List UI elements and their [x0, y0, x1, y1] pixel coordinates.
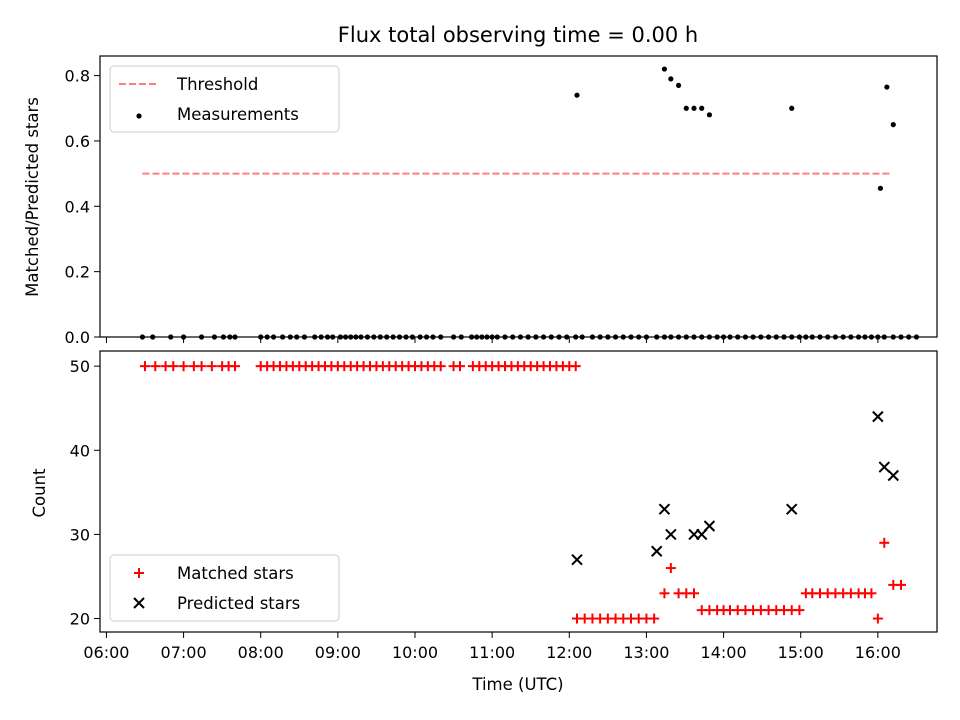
- predicted-star-point: [872, 410, 884, 423]
- matched-star-point: [570, 361, 581, 372]
- chart-title: Flux total observing time = 0.00 h: [338, 23, 698, 47]
- predicted-star-point: [786, 503, 798, 515]
- matched-star-point: [455, 361, 465, 372]
- measurement-point: [675, 82, 682, 89]
- measurement-point: [884, 84, 890, 90]
- measurements-legend-label: Measurements: [177, 105, 299, 124]
- x-tick-label: 11:00: [469, 643, 515, 662]
- threshold-legend-label: Threshold: [176, 75, 258, 94]
- bottom-plot-area: [140, 361, 906, 624]
- matched-star-point: [206, 361, 217, 372]
- matched-star-point: [435, 361, 446, 372]
- bottom-legend-box: [109, 554, 340, 622]
- top-y-tick-label: 0.0: [65, 328, 90, 347]
- matched-star-point: [665, 563, 676, 574]
- top-legend: Threshold Measurements: [109, 65, 340, 133]
- measurement-point: [668, 76, 674, 82]
- top-y-axis-label: Matched/Predicted stars: [23, 97, 42, 297]
- measurement-point: [691, 105, 697, 111]
- predicted-star-point: [651, 545, 663, 557]
- x-axis-label: Time (UTC): [471, 675, 563, 694]
- bottom-legend: Matched stars Predicted stars: [109, 554, 340, 622]
- x-tick-label: 14:00: [701, 643, 747, 662]
- x-tick-label: 07:00: [161, 643, 207, 662]
- bottom-x-ticks: 06:00 07:00 08:00 09:00 10:00 11:00 12:00 13:00…: [83, 632, 901, 662]
- matched-star-point: [140, 361, 150, 372]
- matched-star-point: [689, 588, 699, 599]
- bottom-y-ticks: 20 30 40 50: [70, 357, 100, 629]
- top-y-ticks: 0.0 0.2 0.4 0.6 0.8: [65, 67, 100, 347]
- measurement-point: [699, 105, 705, 111]
- matched-star-point: [879, 537, 890, 548]
- bottom-axes: Count Time (UTC) 20 30 40 50 06:00 07:00 08:0…: [30, 350, 938, 694]
- measurement-point: [890, 122, 896, 128]
- matched-star-point: [196, 361, 207, 372]
- predicted-star-point: [878, 461, 890, 473]
- matched-star-point: [178, 361, 189, 372]
- matched-star-point: [168, 361, 179, 372]
- matched-star-point: [230, 361, 240, 372]
- predicted-legend-label: Predicted stars: [177, 594, 300, 613]
- measurement-point: [574, 92, 580, 98]
- matched-star-point: [659, 588, 670, 599]
- matched-star-point: [872, 613, 883, 624]
- top-y-tick-label: 0.2: [65, 263, 90, 282]
- matched-star-point: [866, 588, 877, 599]
- matched-star-point: [649, 613, 660, 624]
- x-tick-label: 15:00: [778, 643, 824, 662]
- x-tick-label: 16:00: [855, 643, 901, 662]
- bottom-y-tick-label: 30: [70, 525, 90, 544]
- top-legend-box: [109, 65, 340, 133]
- measurement-point: [706, 112, 713, 118]
- measurement-point: [661, 66, 668, 72]
- top-y-tick-label: 0.6: [65, 132, 90, 151]
- bottom-y-tick-label: 50: [70, 357, 90, 376]
- matched-star-point: [150, 361, 161, 372]
- matched-legend-swatch: [134, 568, 144, 578]
- measurement-point: [789, 105, 795, 111]
- x-tick-label: 08:00: [238, 643, 284, 662]
- predicted-star-point: [665, 528, 677, 541]
- measurement-point: [877, 185, 884, 191]
- measurements-legend-swatch: [136, 113, 142, 119]
- predicted-star-point: [887, 469, 899, 482]
- top-axes-frame: [99, 55, 938, 338]
- bottom-y-axis-label: Count: [30, 468, 49, 518]
- measurement-point: [683, 105, 689, 111]
- bottom-y-tick-label: 40: [70, 441, 90, 460]
- bottom-y-tick-label: 20: [70, 610, 90, 629]
- predicted-legend-swatch: [133, 597, 145, 609]
- x-tick-label: 06:00: [83, 643, 129, 662]
- x-tick-label: 09:00: [315, 643, 361, 662]
- predicted-star-point: [703, 520, 716, 532]
- matched-legend-label: Matched stars: [177, 564, 294, 583]
- top-y-tick-label: 0.8: [65, 67, 90, 86]
- predicted-star-point: [571, 553, 583, 566]
- x-tick-label: 13:00: [623, 643, 669, 662]
- x-tick-label: 10:00: [392, 643, 438, 662]
- x-tick-label: 12:00: [546, 643, 592, 662]
- bottom-axes-frame: [99, 350, 938, 633]
- predicted-star-point: [658, 503, 671, 515]
- matched-star-point: [896, 579, 906, 590]
- top-y-tick-label: 0.4: [65, 197, 90, 216]
- matched-star-point: [794, 605, 805, 616]
- top-axes: Flux total observing time = 0.00 h Match…: [23, 23, 938, 347]
